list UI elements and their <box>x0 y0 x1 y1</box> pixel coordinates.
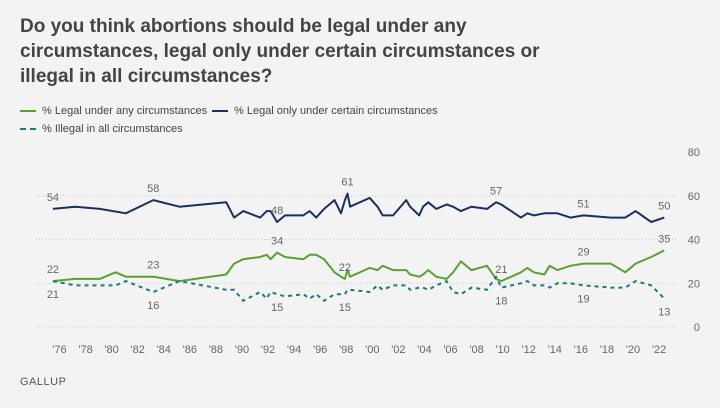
data-label: 22 <box>339 262 351 274</box>
data-label: 15 <box>339 302 351 314</box>
data-label: 54 <box>47 192 59 204</box>
data-label: 57 <box>490 185 502 197</box>
data-label: 61 <box>341 177 353 189</box>
y-tick-label: 20 <box>688 278 700 290</box>
series-line-legal-certain <box>52 192 665 223</box>
legend-label-illegal: % Illegal in all circumstances <box>42 123 183 135</box>
x-tick-label: '94 <box>287 344 301 356</box>
y-tick-label: 80 <box>688 147 700 159</box>
y-tick-label: 0 <box>694 322 700 334</box>
data-label: 18 <box>495 296 507 308</box>
data-label: 23 <box>147 260 159 272</box>
legend-item-illegal: % Illegal in all circumstances <box>20 123 183 135</box>
data-label: 50 <box>658 201 670 213</box>
data-label: 22 <box>47 264 59 276</box>
legend-item-legal-certain: % Legal only under certain circumstances <box>212 105 438 117</box>
x-tick-label: '86 <box>183 344 197 356</box>
x-tick-label: '96 <box>313 344 327 356</box>
data-label: 21 <box>495 264 507 276</box>
x-tick-label: '22 <box>652 344 666 356</box>
x-tick-label: '00 <box>365 344 379 356</box>
data-label: 48 <box>271 205 283 217</box>
legend-swatch-legal-any <box>20 110 36 112</box>
x-tick-label: '92 <box>261 344 275 356</box>
x-tick-label: '12 <box>522 344 536 356</box>
x-tick-label: '02 <box>391 344 405 356</box>
legend-label-legal-certain: % Legal only under certain circumstances <box>234 105 438 117</box>
x-tick-label: '80 <box>104 344 118 356</box>
x-tick-label: '98 <box>339 344 353 356</box>
source-label: GALLUP <box>20 376 67 388</box>
data-label: 58 <box>147 183 159 195</box>
data-label: 29 <box>577 247 589 259</box>
x-tick-label: '76 <box>52 344 66 356</box>
x-tick-label: '20 <box>626 344 640 356</box>
x-tick-label: '14 <box>548 344 562 356</box>
data-label: 51 <box>577 198 589 210</box>
data-label: 34 <box>271 236 283 248</box>
x-tick-label: '08 <box>469 344 483 356</box>
legend-label-legal-any: % Legal under any circumstances <box>42 105 208 117</box>
x-tick-label: '16 <box>574 344 588 356</box>
series-line-legal-any <box>52 249 665 283</box>
y-tick-label: 40 <box>688 235 700 247</box>
x-tick-label: '78 <box>78 344 92 356</box>
legend-item-legal-any: % Legal under any circumstances <box>20 105 207 117</box>
data-label: 16 <box>147 300 159 312</box>
series-line-illegal <box>52 275 666 302</box>
data-label: 15 <box>271 302 283 314</box>
x-tick-label: '10 <box>495 344 509 356</box>
x-tick-label: '18 <box>600 344 614 356</box>
chart-title: Do you think abortions should be legal u… <box>20 16 540 87</box>
data-label: 21 <box>47 289 59 301</box>
legend-swatch-illegal <box>20 128 36 130</box>
x-tick-label: '06 <box>443 344 457 356</box>
data-label: 19 <box>577 293 589 305</box>
x-tick-label: '82 <box>130 344 144 356</box>
data-label: 35 <box>658 233 670 245</box>
x-tick-label: '88 <box>209 344 223 356</box>
y-tick-label: 60 <box>688 191 700 203</box>
x-tick-label: '04 <box>417 344 431 356</box>
x-tick-label: '90 <box>235 344 249 356</box>
data-label: 13 <box>658 307 670 319</box>
legend-swatch-legal-certain <box>212 110 228 112</box>
x-tick-label: '84 <box>157 344 171 356</box>
